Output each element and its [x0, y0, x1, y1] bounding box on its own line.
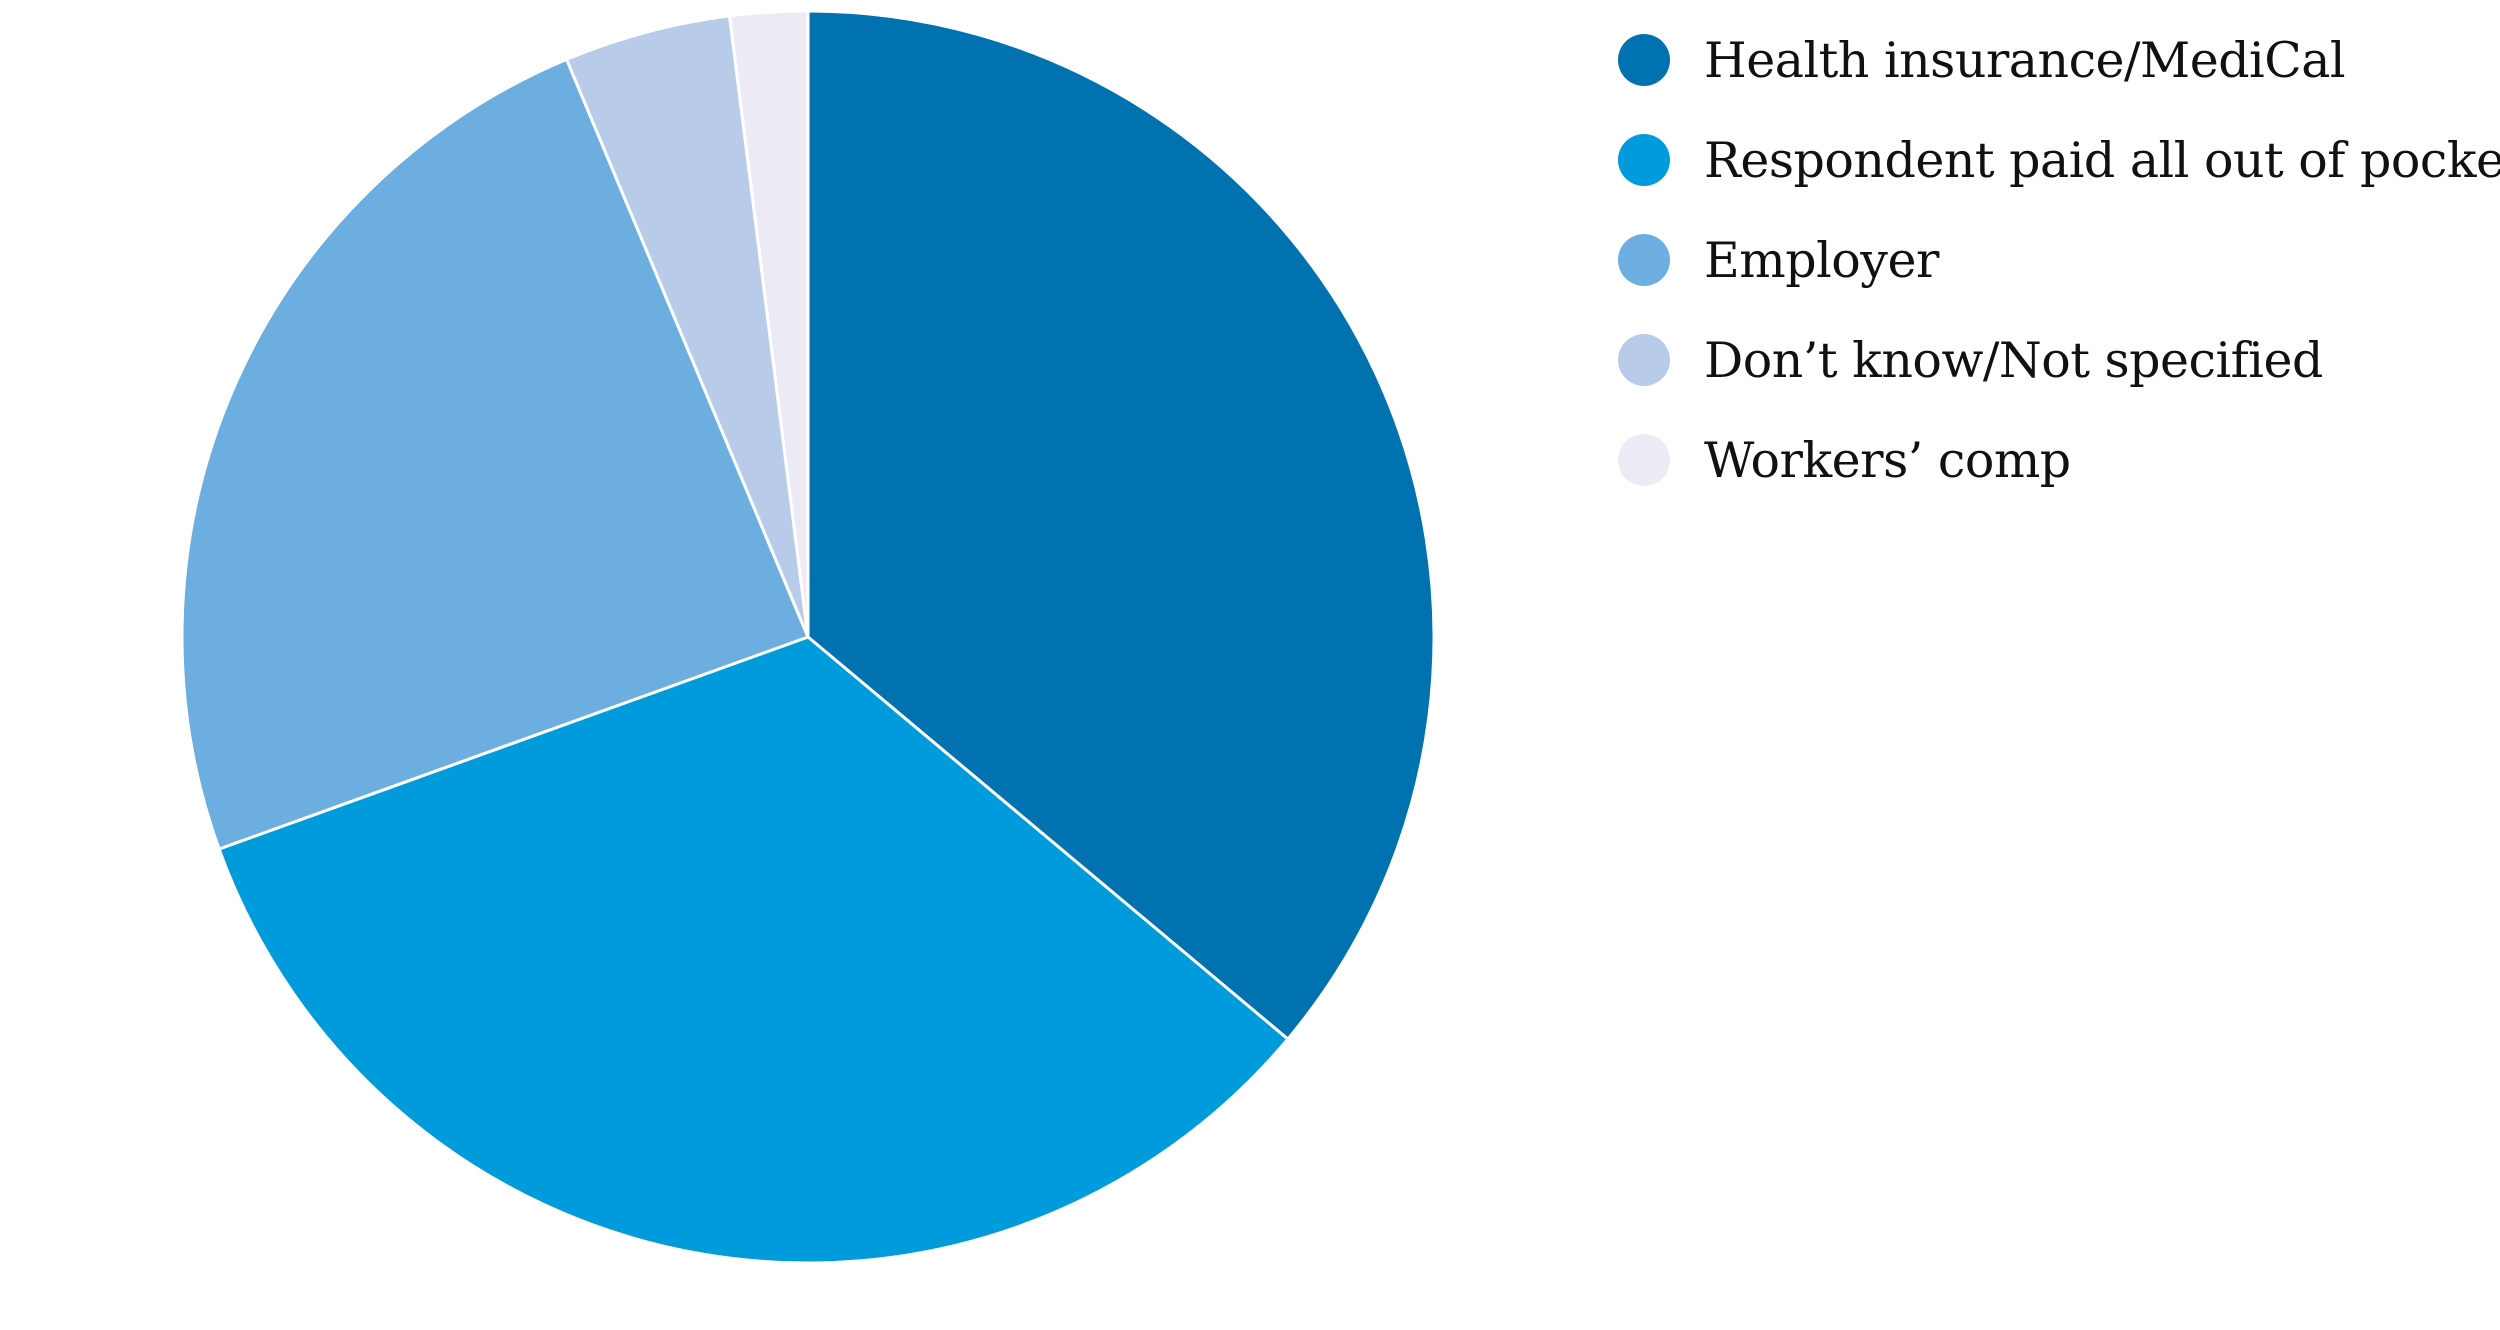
legend-swatch-dont-know [1618, 334, 1670, 386]
pie-slice-workers-comp [727, 9, 810, 638]
legend-swatch-health-insurance [1618, 34, 1670, 86]
legend-item-dont-know: Don’t know/Not specified [1618, 310, 2478, 410]
legend-item-health-insurance: Health insurance/MediCal [1618, 10, 2478, 110]
pie-slice-health-insurance [806, 9, 1436, 1042]
pie-slice-out-of-pocket [217, 635, 1290, 1265]
legend-item-out-of-pocket: Respondent paid all out of pocket [1618, 110, 2500, 210]
legend-swatch-workers-comp [1618, 434, 1670, 486]
pie-slices [180, 9, 1436, 1265]
legend-label-dont-know: Don’t know/Not specified [1704, 331, 2323, 389]
legend-label-out-of-pocket: Respondent paid all out of pocket [1704, 131, 2500, 189]
pie-slice-employer [180, 57, 810, 851]
legend-label-employer: Employer [1704, 231, 1939, 289]
legend-swatch-out-of-pocket [1618, 134, 1670, 186]
legend-swatch-employer [1618, 234, 1670, 286]
legend-item-workers-comp: Workers’ comp [1618, 410, 2478, 510]
legend: Health insurance/MediCal Respondent paid… [1618, 10, 2500, 510]
legend-item-employer: Employer [1618, 210, 2478, 310]
legend-label-workers-comp: Workers’ comp [1704, 431, 2071, 489]
legend-label-health-insurance: Health insurance/MediCal [1704, 31, 2346, 89]
